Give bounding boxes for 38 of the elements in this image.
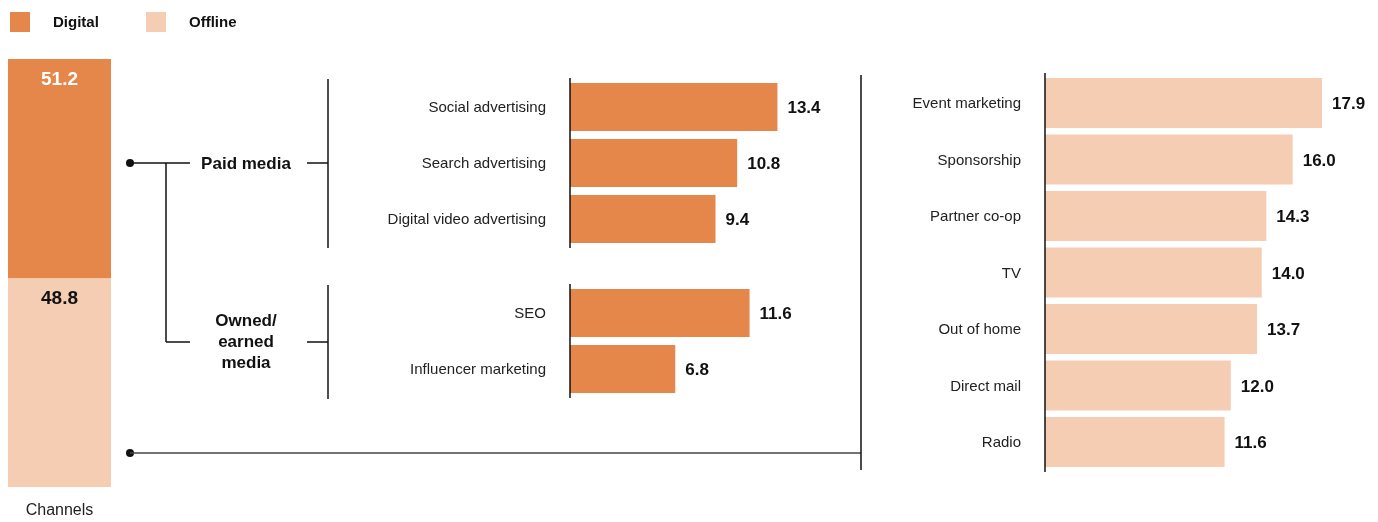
- y-tick-label: Social advertising: [428, 98, 546, 115]
- x-tick-label: Channels: [25, 501, 94, 518]
- data-label: 11.6: [759, 304, 792, 323]
- data-label: 13.4: [787, 98, 822, 117]
- data-label: 14.0: [1271, 263, 1305, 283]
- data-label: 12.0: [1240, 376, 1274, 396]
- data-label: 16.0: [1302, 150, 1336, 170]
- data-label: 14.3: [1276, 207, 1310, 226]
- y-tick-label: Search advertising: [421, 154, 546, 171]
- legend-label: Digital: [53, 13, 99, 30]
- bar: [1045, 191, 1267, 241]
- bar: [1045, 247, 1262, 298]
- y-tick-label: Event marketing: [912, 94, 1021, 111]
- bar: [1045, 78, 1323, 128]
- y-tick-label: TV: [1001, 263, 1021, 281]
- data-label: 13.7: [1267, 320, 1301, 339]
- y-tick-label: SEO: [514, 304, 546, 321]
- bar: [1045, 134, 1293, 185]
- y-tick-label: Digital video advertising: [387, 210, 546, 227]
- y-tick-label: Partner co-op: [930, 207, 1021, 224]
- text: Owned/ earned media: [215, 311, 277, 372]
- data-label: 17.9: [1332, 94, 1366, 113]
- data-label: 6.8: [685, 360, 709, 379]
- bar: [1045, 304, 1258, 354]
- y-tick-label: Out of home: [938, 320, 1021, 337]
- text: Paid media: [201, 154, 292, 173]
- legend-label: Offline: [189, 13, 237, 30]
- y-tick-label: Influencer marketing: [410, 360, 546, 377]
- data-label: 11.6: [1234, 433, 1267, 452]
- y-tick-label: Direct mail: [950, 376, 1021, 394]
- y-tick-label: Sponsorship: [937, 150, 1021, 168]
- bar: [1045, 360, 1231, 411]
- data-label: 9.4: [725, 210, 750, 229]
- y-tick-label: Radio: [981, 433, 1021, 450]
- data-label: 51.2: [41, 68, 78, 89]
- data-label: 48.8: [41, 287, 78, 309]
- bar: [1045, 417, 1225, 467]
- data-label: 10.8: [747, 154, 781, 173]
